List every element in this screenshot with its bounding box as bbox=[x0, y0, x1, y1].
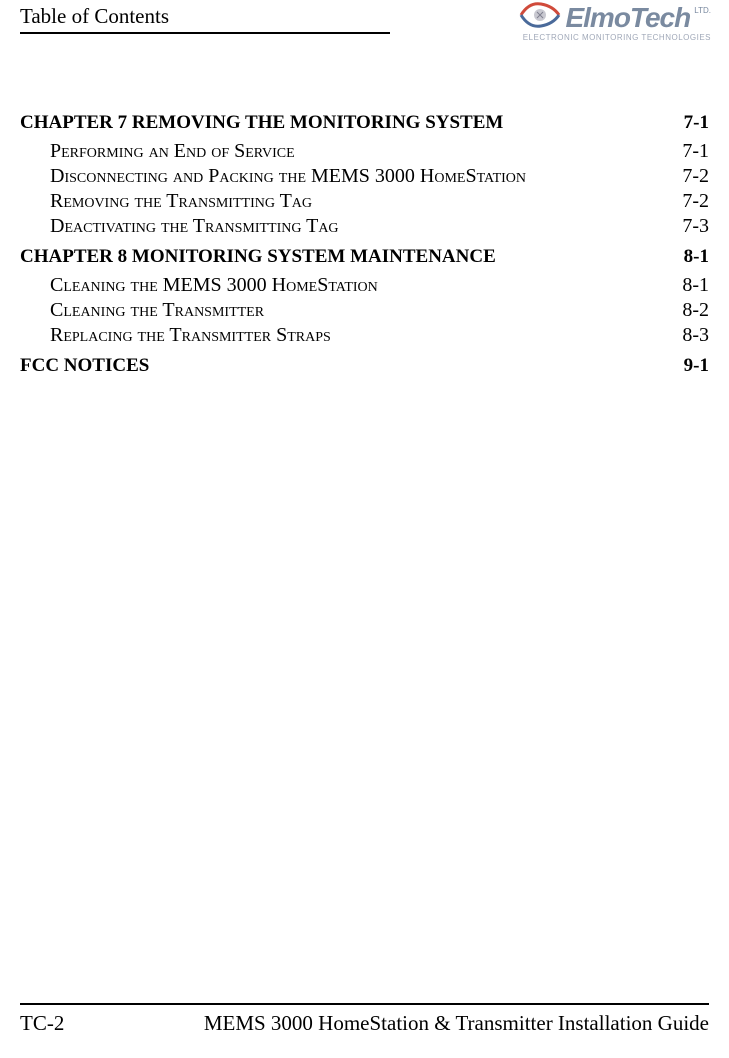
toc-chapter-title: FCC NOTICES bbox=[20, 355, 149, 377]
toc-content: CHAPTER 7 REMOVING THE MONITORING SYSTEM… bbox=[20, 104, 709, 383]
toc-page: 7-1 bbox=[684, 112, 709, 134]
toc-chapter-8: CHAPTER 8 MONITORING SYSTEM MAINTENANCE … bbox=[20, 246, 709, 268]
toc-page: 8-3 bbox=[682, 324, 709, 347]
toc-item-text: Replacing the Transmitter Straps bbox=[50, 324, 331, 347]
toc-spacer bbox=[496, 246, 501, 268]
toc-page: 9-1 bbox=[684, 355, 709, 377]
header-title: Table of Contents bbox=[20, 4, 169, 29]
toc-spacer bbox=[378, 274, 383, 297]
page-footer: TC-2 MEMS 3000 HomeStation & Transmitter… bbox=[20, 1003, 709, 1036]
footer-doc-title: MEMS 3000 HomeStation & Transmitter Inst… bbox=[204, 1011, 709, 1036]
logo-subtitle: ELECTRONIC MONITORING TECHNOLOGIES bbox=[517, 33, 711, 42]
logo-text: ElmoTech bbox=[565, 2, 690, 34]
toc-spacer bbox=[331, 324, 336, 347]
logo-icon bbox=[517, 0, 563, 35]
logo-main-row: ElmoTech LTD. bbox=[517, 0, 711, 35]
toc-chapter-title: CHAPTER 7 REMOVING THE MONITORING SYSTEM bbox=[20, 112, 503, 134]
toc-spacer bbox=[503, 112, 508, 134]
footer-row: TC-2 MEMS 3000 HomeStation & Transmitter… bbox=[20, 1011, 709, 1036]
toc-item-text: Disconnecting and Packing the MEMS 3000 … bbox=[50, 165, 526, 188]
toc-item: Cleaning the Transmitter 8-2 bbox=[20, 299, 709, 322]
toc-spacer bbox=[149, 355, 154, 377]
toc-item-text: Performing an End of Service bbox=[50, 140, 295, 163]
toc-item-text: Deactivating the Transmitting Tag bbox=[50, 215, 339, 238]
toc-spacer bbox=[264, 299, 269, 322]
toc-item: Replacing the Transmitter Straps 8-3 bbox=[20, 324, 709, 347]
toc-item-text: Cleaning the MEMS 3000 HomeStation bbox=[50, 274, 378, 297]
toc-item: Cleaning the MEMS 3000 HomeStation 8-1 bbox=[20, 274, 709, 297]
toc-chapter-7: CHAPTER 7 REMOVING THE MONITORING SYSTEM… bbox=[20, 112, 709, 134]
header-rule bbox=[20, 32, 390, 34]
toc-fcc: FCC NOTICES 9-1 bbox=[20, 355, 709, 377]
toc-item: Disconnecting and Packing the MEMS 3000 … bbox=[20, 165, 709, 188]
logo: ElmoTech LTD. ELECTRONIC MONITORING TECH… bbox=[517, 0, 711, 42]
toc-page: 7-2 bbox=[682, 165, 709, 188]
toc-page: 7-1 bbox=[682, 140, 709, 163]
logo-ltd: LTD. bbox=[694, 6, 711, 15]
page: Table of Contents ElmoTech LTD. ELECTRON… bbox=[0, 0, 729, 1058]
toc-item-text: Removing the Transmitting Tag bbox=[50, 190, 312, 213]
toc-page: 8-2 bbox=[682, 299, 709, 322]
toc-page: 7-3 bbox=[682, 215, 709, 238]
page-header: Table of Contents ElmoTech LTD. ELECTRON… bbox=[0, 0, 729, 70]
toc-item: Performing an End of Service 7-1 bbox=[20, 140, 709, 163]
toc-chapter-title: CHAPTER 8 MONITORING SYSTEM MAINTENANCE bbox=[20, 246, 496, 268]
toc-item: Deactivating the Transmitting Tag 7-3 bbox=[20, 215, 709, 238]
footer-page-number: TC-2 bbox=[20, 1011, 64, 1036]
footer-rule bbox=[20, 1003, 709, 1005]
toc-item: Removing the Transmitting Tag 7-2 bbox=[20, 190, 709, 213]
toc-page: 7-2 bbox=[682, 190, 709, 213]
toc-item-text: Cleaning the Transmitter bbox=[50, 299, 264, 322]
toc-page: 8-1 bbox=[684, 246, 709, 268]
toc-page: 8-1 bbox=[682, 274, 709, 297]
